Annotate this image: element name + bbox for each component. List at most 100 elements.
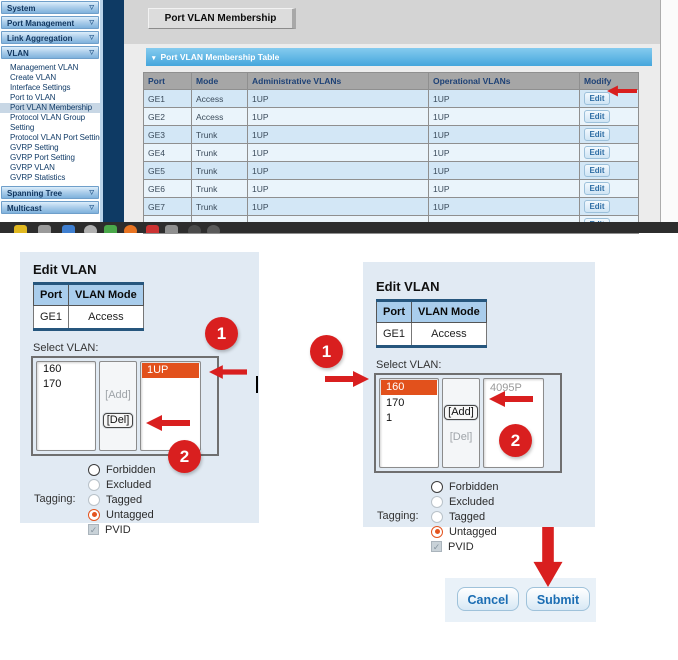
sidebar-section-port-management[interactable]: Port Management ▽ xyxy=(1,16,99,29)
radio-untagged-selected[interactable] xyxy=(88,508,100,521)
cell-admin-vlans: 1UP xyxy=(247,179,429,198)
edit-button-ge6[interactable]: Edit xyxy=(584,182,610,195)
cell-oper-vlans: 1UP xyxy=(428,125,580,144)
text-caret xyxy=(256,376,258,393)
chevron-down-icon: ▽ xyxy=(89,5,94,11)
cell-admin-vlans: 1UP xyxy=(247,89,429,108)
dialog-title: Edit VLAN xyxy=(33,262,97,277)
radio-label: Untagged xyxy=(106,508,154,521)
cell-admin-vlans: 1UP xyxy=(247,125,429,144)
table-row: GE6 Trunk 1UP 1UP Edit xyxy=(143,179,639,198)
sidebar-section-spanning-tree[interactable]: Spanning Tree ▽ xyxy=(1,186,99,199)
submit-button[interactable]: Submit xyxy=(526,587,590,611)
sidebar-section-system[interactable]: System ▽ xyxy=(1,1,99,14)
dialog-footer: Cancel Submit xyxy=(445,578,596,622)
vlan-option-1up-selected[interactable]: 1UP xyxy=(142,363,199,378)
section-label: VLAN xyxy=(7,49,29,58)
del-button[interactable]: [Del] xyxy=(102,413,134,428)
cell-mode: Access xyxy=(411,322,487,347)
available-vlan-listbox[interactable]: 160 170 1 xyxy=(379,378,439,468)
taskbar-app-icon[interactable] xyxy=(124,225,137,233)
radio-label: Excluded xyxy=(449,495,495,508)
edit-button-ge3[interactable]: Edit xyxy=(584,128,610,141)
cell-mode: Access xyxy=(191,89,248,108)
cell-mode: Trunk xyxy=(191,125,248,144)
edit-button-ge5[interactable]: Edit xyxy=(584,164,610,177)
cell-mode: Trunk xyxy=(191,161,248,180)
edit-button-ge4[interactable]: Edit xyxy=(584,146,610,159)
col-vlan-mode: VLAN Mode xyxy=(411,300,487,323)
taskbar-app-icon[interactable] xyxy=(146,225,159,233)
page-title: Port VLAN Membership xyxy=(148,8,296,29)
edit-button-ge7[interactable]: Edit xyxy=(584,200,610,213)
sidebar-item-interface-settings[interactable]: Interface Settings xyxy=(10,83,71,92)
table-row: GE3 Trunk 1UP 1UP Edit xyxy=(143,125,639,144)
chevron-down-icon: ▽ xyxy=(89,50,94,56)
radio-forbidden[interactable] xyxy=(431,480,443,493)
taskbar-app-icon[interactable] xyxy=(188,225,201,233)
cell-oper-vlans: 1UP xyxy=(428,89,580,108)
sidebar-section-vlan[interactable]: VLAN ▽ xyxy=(1,46,99,59)
vlan-select-area: 160 170 1 [Add] [Del] 4095P xyxy=(374,373,562,473)
vlan-select-area: 160 170 [Add] [Del] 1UP xyxy=(31,356,219,456)
cell-port: GE1 xyxy=(375,322,413,347)
cell-port: GE7 xyxy=(143,197,192,216)
tagging-label: Tagging: xyxy=(377,510,419,522)
col-oper-vlans: Operational VLANs xyxy=(428,72,580,90)
table-section-header[interactable]: ▾ Port VLAN Membership Table xyxy=(146,48,652,66)
taskbar-app-icon[interactable] xyxy=(207,225,220,233)
taskbar-app-icon[interactable] xyxy=(62,225,75,233)
table-row: GE2 Access 1UP 1UP Edit xyxy=(143,107,639,126)
cell-admin-vlans: 1UP xyxy=(247,197,429,216)
edit-button-ge2[interactable]: Edit xyxy=(584,110,610,123)
sidebar-section-link-aggregation[interactable]: Link Aggregation ▽ xyxy=(1,31,99,44)
cell-port: GE3 xyxy=(143,125,192,144)
vlan-option-160-selected[interactable]: 160 xyxy=(381,380,437,395)
step-2-badge: 2 xyxy=(499,424,532,457)
add-button[interactable]: [Add] xyxy=(444,405,478,420)
taskbar-app-icon[interactable] xyxy=(38,225,51,233)
available-vlan-listbox[interactable]: 160 170 xyxy=(36,361,96,451)
taskbar-app-icon[interactable] xyxy=(104,225,117,233)
col-port: Port xyxy=(32,283,70,306)
radio-forbidden[interactable] xyxy=(88,463,100,476)
checkbox-label: PVID xyxy=(448,540,474,553)
red-arrow-pointing-submit xyxy=(533,527,563,587)
sidebar-item-gvrp-vlan[interactable]: GVRP VLAN xyxy=(10,163,55,172)
taskbar-app-icon[interactable] xyxy=(14,225,27,233)
cell-port: GE1 xyxy=(143,89,192,108)
sidebar-item-port-to-vlan[interactable]: Port to VLAN xyxy=(10,93,56,102)
sidebar-item-gvrp-statistics[interactable]: GVRP Statistics xyxy=(10,173,66,182)
vlan-option-170[interactable]: 170 xyxy=(43,378,62,390)
pvid-checkbox-checked: ✓ xyxy=(88,524,99,535)
scrollbar-track[interactable] xyxy=(660,0,678,222)
cell-port: GE4 xyxy=(143,143,192,162)
table-header-row: Port Mode Administrative VLANs Operation… xyxy=(143,72,639,90)
taskbar xyxy=(0,222,678,233)
sidebar-item-protocol-vlan-group-setting[interactable]: Protocol VLAN Group Setting xyxy=(10,113,86,132)
table-row: GE7 Trunk 1UP 1UP Edit xyxy=(143,197,639,216)
collapse-icon[interactable]: ▾ xyxy=(152,55,156,62)
vlan-option-1[interactable]: 1 xyxy=(386,412,393,424)
table-row: GE5 Trunk 1UP 1UP Edit xyxy=(143,161,639,180)
edit-button-ge1[interactable]: Edit xyxy=(584,92,610,105)
radio-untagged-selected[interactable] xyxy=(431,525,443,538)
cell-mode: Trunk xyxy=(191,179,248,198)
sidebar-section-multicast[interactable]: Multicast ▽ xyxy=(1,201,99,214)
taskbar-app-icon[interactable] xyxy=(84,225,97,233)
sidebar-item-gvrp-setting[interactable]: GVRP Setting xyxy=(10,143,59,152)
sidebar-item-gvrp-port-setting[interactable]: GVRP Port Setting xyxy=(10,153,75,162)
red-arrow-pointing-add xyxy=(489,391,533,407)
member-vlan-listbox[interactable]: 1UP xyxy=(140,361,201,451)
del-button: [Del] xyxy=(449,431,473,443)
cell-port: GE6 xyxy=(143,179,192,198)
sidebar-item-protocol-vlan-port-setting[interactable]: Protocol VLAN Port Setting xyxy=(10,133,100,142)
sidebar-item-port-vlan-membership[interactable]: Port VLAN Membership xyxy=(0,103,100,113)
cancel-button[interactable]: Cancel xyxy=(457,587,519,611)
cell-oper-vlans: 1UP xyxy=(428,143,580,162)
sidebar-item-management-vlan[interactable]: Management VLAN xyxy=(10,63,79,72)
taskbar-app-icon[interactable] xyxy=(165,225,178,233)
vlan-option-170[interactable]: 170 xyxy=(386,397,405,409)
sidebar-item-create-vlan[interactable]: Create VLAN xyxy=(10,73,57,82)
vlan-option-160[interactable]: 160 xyxy=(43,363,62,375)
